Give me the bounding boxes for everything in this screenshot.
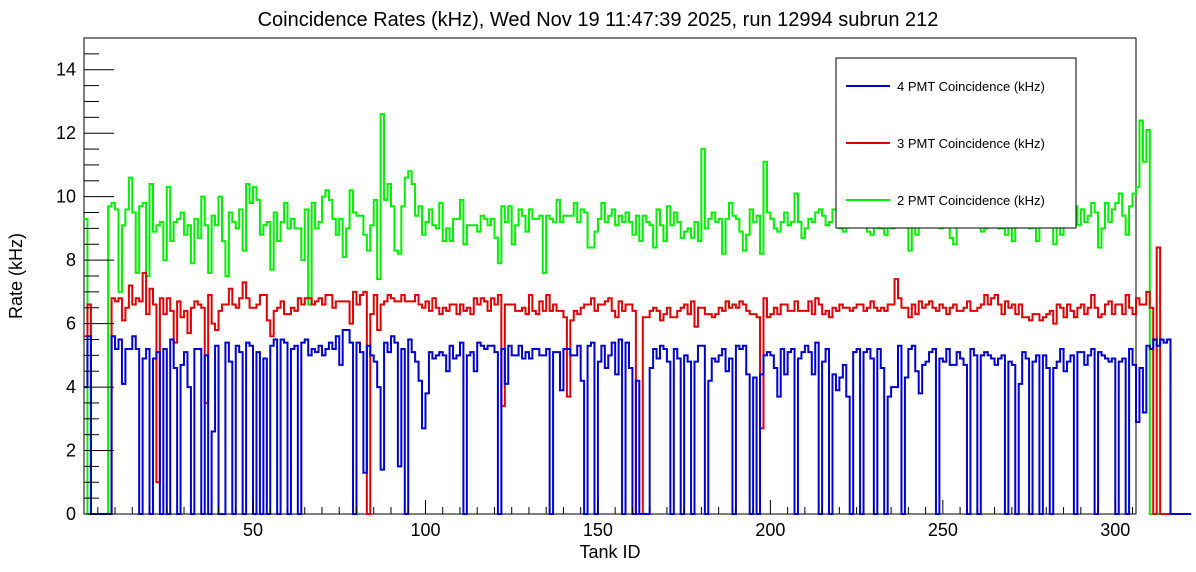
y-tick-label: 6	[66, 314, 76, 334]
chart-title: Coincidence Rates (kHz), Wed Nov 19 11:4…	[258, 9, 939, 31]
legend-label: 3 PMT Coincidence (kHz)	[897, 136, 1045, 151]
x-tick-label: 250	[928, 520, 958, 540]
x-axis: 50 100 150 200 250 300	[97, 500, 1134, 540]
x-tick-label: 200	[755, 520, 785, 540]
legend-label: 2 PMT Coincidence (kHz)	[897, 193, 1045, 208]
y-axis-label: Rate (kHz)	[6, 233, 26, 319]
y-tick-label: 8	[66, 250, 76, 270]
x-tick-label: 50	[243, 520, 263, 540]
y-tick-label: 2	[66, 441, 76, 461]
x-tick-label: 300	[1100, 520, 1130, 540]
series-line-4-pmt	[84, 328, 1192, 515]
x-axis-label: Tank ID	[579, 542, 640, 562]
y-tick-label: 4	[66, 377, 76, 397]
y-tick-label: 12	[56, 123, 76, 143]
y-axis: 0 2 4 6 8 10 12 14	[56, 37, 114, 524]
x-tick-label: 100	[410, 520, 440, 540]
y-tick-label: 10	[56, 187, 76, 207]
y-tick-label: 0	[66, 504, 76, 524]
legend: 4 PMT Coincidence (kHz) 3 PMT Coincidence…	[835, 57, 1077, 229]
legend-label: 4 PMT Coincidence (kHz)	[897, 79, 1045, 94]
x-tick-label: 150	[583, 520, 613, 540]
y-tick-label: 14	[56, 60, 76, 80]
series-line-3-pmt	[84, 246, 1181, 515]
